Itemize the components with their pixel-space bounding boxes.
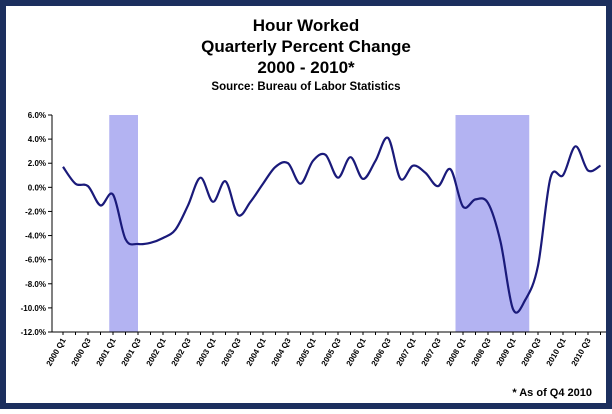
title-line: Hour Worked: [253, 16, 359, 35]
y-tick-label: -8.0%: [25, 280, 46, 289]
shaded-period: [455, 115, 530, 332]
y-tick-label: -12.0%: [21, 328, 46, 337]
series-line: [62, 136, 602, 314]
y-tick-label: -10.0%: [21, 304, 46, 313]
y-tick-label: -2.0%: [25, 207, 46, 216]
subtitle: Source: Bureau of Labor Statistics: [211, 81, 400, 93]
y-tick-label: 6.0%: [28, 111, 46, 120]
y-tick-label: -6.0%: [25, 256, 46, 265]
y-tick-label: 0.0%: [28, 183, 46, 192]
y-tick-label: -4.0%: [25, 232, 46, 241]
title-line: Quarterly Percent Change: [201, 37, 411, 56]
title-line: 2000 - 2010*: [257, 58, 355, 77]
y-tick-label: 4.0%: [28, 135, 46, 144]
shaded-period: [109, 115, 138, 332]
y-tick-label: 2.0%: [28, 159, 46, 168]
footnote: * As of Q4 2010: [512, 387, 592, 399]
